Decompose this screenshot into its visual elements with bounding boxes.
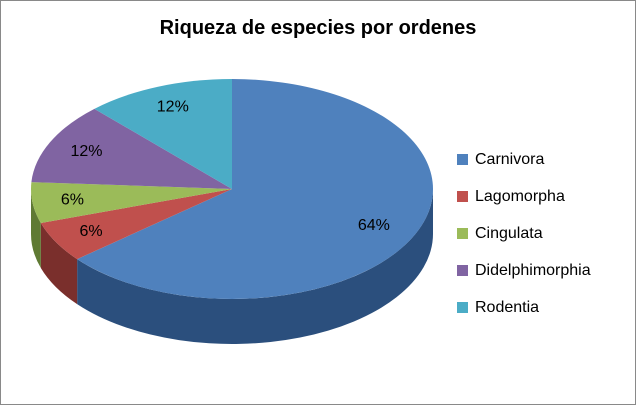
slice-side-lagomorpha: [40, 222, 78, 305]
legend-swatch: [457, 228, 468, 239]
legend-label: Lagomorpha: [475, 187, 565, 205]
data-label-lagomorpha: 6%: [80, 223, 103, 240]
slice-rodentia: [94, 79, 232, 189]
chart-title: Riqueza de especies por ordenes: [159, 17, 477, 39]
legend-label: Cingulata: [475, 224, 543, 242]
legend-label: Didelphimorphia: [475, 261, 591, 279]
legend-item-carnivora: Carnivora: [457, 141, 591, 178]
slice-didelphimorphia: [31, 108, 233, 189]
slice-side-cingulata: [31, 189, 41, 268]
legend: Carnivora Lagomorpha Cingulata Didelphimorp…: [457, 141, 591, 326]
legend-item-lagomorpha: Lagomorpha: [457, 178, 591, 215]
data-label-cingulata: 6%: [61, 192, 84, 209]
data-label-didelphimorphia: 12%: [70, 143, 102, 160]
slice-carnivora: [77, 79, 434, 300]
legend-item-rodentia: Rodentia: [457, 289, 591, 326]
data-label-rodentia: 12%: [157, 99, 189, 116]
legend-item-didelphimorphia: Didelphimorphia: [457, 252, 591, 289]
legend-label: Carnivora: [475, 150, 545, 168]
data-label-carnivora: 64%: [358, 217, 390, 234]
legend-swatch: [457, 265, 468, 276]
legend-label: Rodentia: [475, 298, 540, 316]
slice-cingulata: [30, 182, 232, 223]
legend-swatch: [457, 154, 468, 165]
legend-swatch: [457, 302, 468, 313]
slice-side-carnivora: [77, 189, 434, 344]
legend-item-cingulata: Cingulata: [457, 215, 591, 252]
legend-swatch: [457, 191, 468, 202]
slice-lagomorpha: [40, 189, 232, 260]
